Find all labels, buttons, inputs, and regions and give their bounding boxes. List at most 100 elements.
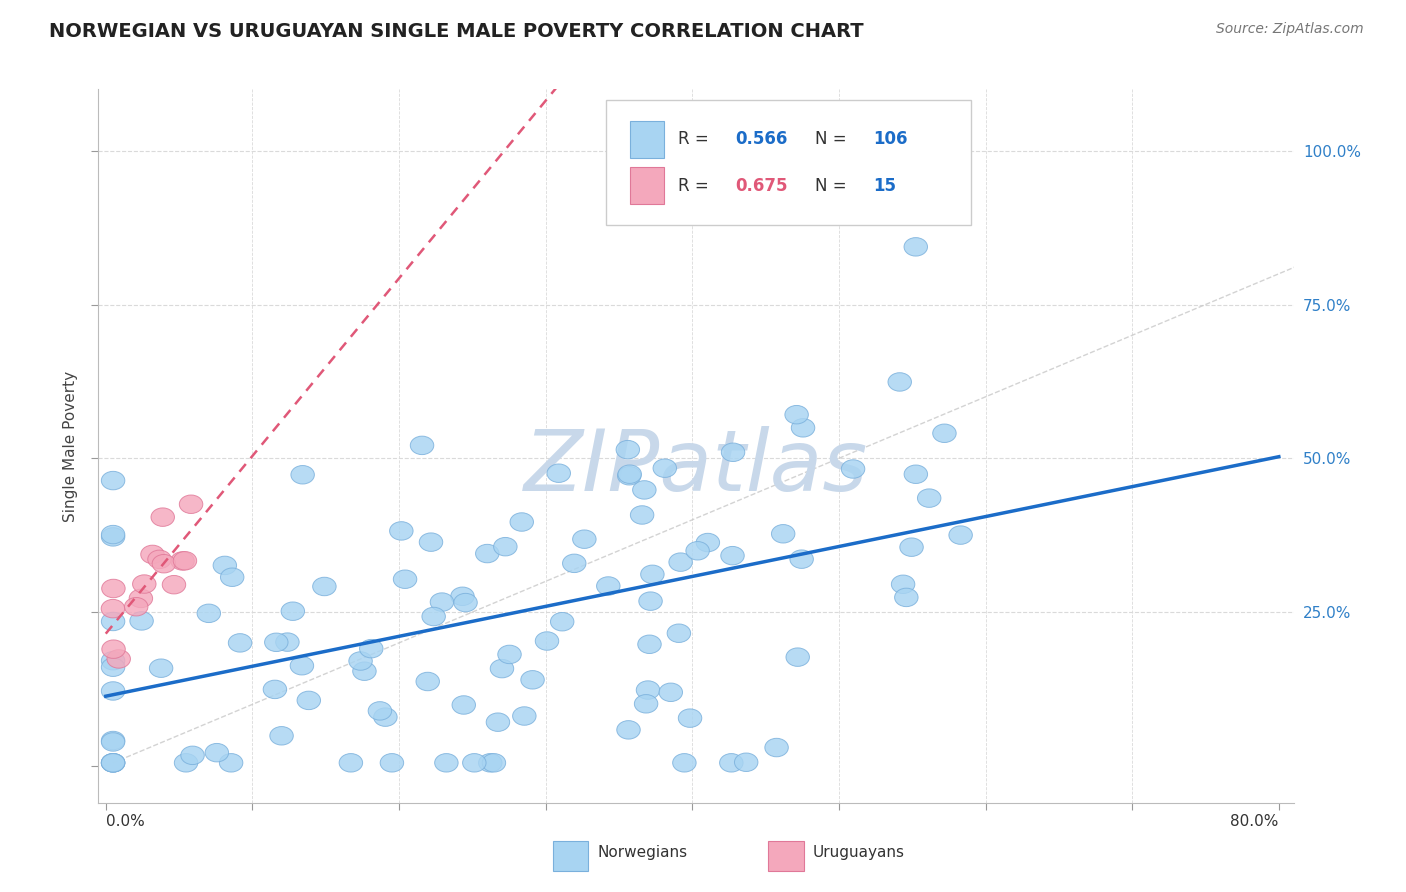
Ellipse shape: [617, 467, 641, 485]
Ellipse shape: [162, 575, 186, 594]
Bar: [630, 120, 664, 158]
Ellipse shape: [482, 754, 506, 772]
Ellipse shape: [263, 681, 287, 698]
Ellipse shape: [197, 604, 221, 623]
Ellipse shape: [107, 649, 131, 668]
Ellipse shape: [276, 633, 299, 651]
Text: 106: 106: [873, 130, 907, 148]
Ellipse shape: [551, 613, 574, 631]
Ellipse shape: [478, 754, 502, 772]
Text: 0.566: 0.566: [735, 130, 787, 148]
Ellipse shape: [312, 577, 336, 596]
Text: Uruguayans: Uruguayans: [813, 846, 905, 860]
Ellipse shape: [141, 545, 165, 564]
Ellipse shape: [101, 754, 125, 772]
Ellipse shape: [101, 471, 125, 490]
Ellipse shape: [616, 441, 640, 458]
Text: NORWEGIAN VS URUGUAYAN SINGLE MALE POVERTY CORRELATION CHART: NORWEGIAN VS URUGUAYAN SINGLE MALE POVER…: [49, 22, 863, 41]
Ellipse shape: [498, 645, 522, 664]
Ellipse shape: [374, 708, 396, 726]
Ellipse shape: [270, 727, 294, 745]
Text: 0.0%: 0.0%: [105, 814, 145, 829]
Text: N =: N =: [815, 177, 852, 194]
Ellipse shape: [904, 465, 928, 483]
Ellipse shape: [638, 592, 662, 610]
Ellipse shape: [205, 743, 229, 762]
Ellipse shape: [353, 662, 377, 681]
Text: Norwegians: Norwegians: [598, 846, 688, 860]
Ellipse shape: [264, 633, 288, 651]
Ellipse shape: [125, 598, 148, 616]
Ellipse shape: [101, 754, 125, 772]
Ellipse shape: [416, 673, 440, 690]
Ellipse shape: [520, 671, 544, 689]
Ellipse shape: [652, 459, 676, 477]
Text: R =: R =: [678, 130, 714, 148]
Text: N =: N =: [815, 130, 852, 148]
Ellipse shape: [562, 554, 586, 573]
Ellipse shape: [419, 533, 443, 551]
Ellipse shape: [214, 557, 236, 574]
FancyBboxPatch shape: [606, 100, 972, 225]
Ellipse shape: [638, 635, 661, 654]
Ellipse shape: [659, 683, 682, 701]
Ellipse shape: [129, 612, 153, 630]
Ellipse shape: [101, 525, 125, 544]
Ellipse shape: [634, 695, 658, 713]
Ellipse shape: [422, 607, 446, 625]
Ellipse shape: [491, 659, 513, 678]
Ellipse shape: [463, 754, 486, 772]
Ellipse shape: [132, 574, 156, 593]
Ellipse shape: [148, 550, 172, 568]
Ellipse shape: [339, 754, 363, 772]
Ellipse shape: [572, 530, 596, 549]
Ellipse shape: [894, 588, 918, 607]
Ellipse shape: [889, 373, 911, 392]
Ellipse shape: [173, 551, 197, 570]
Ellipse shape: [536, 632, 558, 650]
Ellipse shape: [434, 754, 458, 772]
Ellipse shape: [790, 550, 814, 568]
Ellipse shape: [721, 443, 745, 461]
Ellipse shape: [290, 657, 314, 675]
Bar: [553, 840, 589, 871]
Ellipse shape: [101, 528, 125, 546]
Text: 0.675: 0.675: [735, 177, 787, 194]
Ellipse shape: [454, 593, 477, 612]
Ellipse shape: [101, 731, 125, 750]
Ellipse shape: [637, 681, 659, 699]
Ellipse shape: [101, 651, 125, 670]
Ellipse shape: [785, 406, 808, 424]
Ellipse shape: [949, 526, 973, 544]
Ellipse shape: [394, 570, 416, 589]
Ellipse shape: [181, 746, 204, 764]
Ellipse shape: [101, 640, 125, 658]
Ellipse shape: [380, 754, 404, 772]
Ellipse shape: [786, 648, 810, 666]
Ellipse shape: [360, 640, 382, 658]
Ellipse shape: [149, 659, 173, 677]
Ellipse shape: [617, 721, 640, 739]
Ellipse shape: [510, 513, 533, 532]
Ellipse shape: [765, 739, 789, 756]
Ellipse shape: [101, 681, 125, 700]
Ellipse shape: [486, 713, 509, 731]
Ellipse shape: [228, 633, 252, 652]
Ellipse shape: [734, 753, 758, 772]
Ellipse shape: [666, 624, 690, 642]
Ellipse shape: [101, 732, 125, 751]
Ellipse shape: [792, 418, 814, 437]
Ellipse shape: [281, 602, 305, 621]
Y-axis label: Single Male Poverty: Single Male Poverty: [63, 370, 79, 522]
Text: Source: ZipAtlas.com: Source: ZipAtlas.com: [1216, 22, 1364, 37]
Text: 80.0%: 80.0%: [1230, 814, 1279, 829]
Ellipse shape: [918, 489, 941, 508]
Ellipse shape: [174, 754, 198, 772]
Ellipse shape: [513, 706, 536, 725]
Text: ZIPatlas: ZIPatlas: [524, 425, 868, 509]
Bar: [768, 840, 804, 871]
Ellipse shape: [904, 237, 928, 256]
Ellipse shape: [430, 593, 454, 611]
Ellipse shape: [101, 754, 125, 772]
Ellipse shape: [101, 579, 125, 598]
